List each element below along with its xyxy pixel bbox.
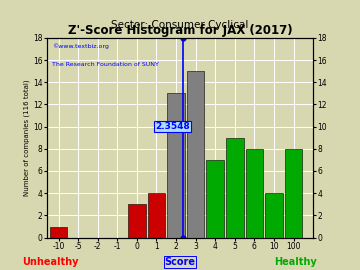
Text: 2.3548: 2.3548: [155, 122, 190, 131]
Bar: [285, 149, 302, 238]
Bar: [50, 227, 67, 238]
Bar: [167, 93, 185, 238]
Text: Healthy: Healthy: [274, 256, 316, 266]
Text: The Research Foundation of SUNY: The Research Foundation of SUNY: [52, 62, 159, 67]
Text: Sector: Consumer Cyclical: Sector: Consumer Cyclical: [111, 20, 249, 30]
Bar: [246, 149, 263, 238]
Bar: [148, 193, 165, 238]
Y-axis label: Number of companies (116 total): Number of companies (116 total): [24, 79, 30, 196]
Bar: [265, 193, 283, 238]
Text: ©www.textbiz.org: ©www.textbiz.org: [52, 44, 109, 49]
Bar: [206, 160, 224, 238]
Bar: [187, 71, 204, 238]
Bar: [128, 204, 146, 238]
Bar: [226, 138, 244, 238]
Text: Unhealthy: Unhealthy: [22, 256, 78, 266]
Text: Score: Score: [165, 256, 195, 266]
Title: Z'-Score Histogram for JAX (2017): Z'-Score Histogram for JAX (2017): [68, 24, 292, 37]
